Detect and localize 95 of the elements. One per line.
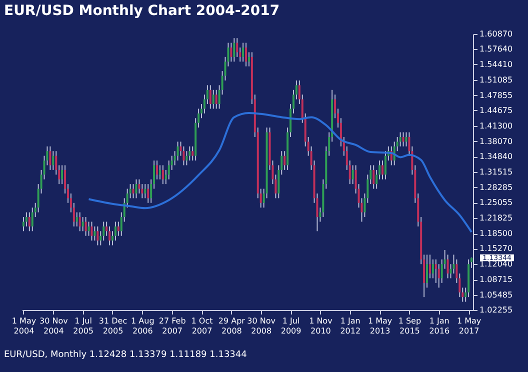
candlestick bbox=[138, 178, 140, 194]
candlestick bbox=[245, 42, 248, 67]
x-tick-label: 1 Nov 2010 bbox=[309, 316, 333, 336]
candlestick bbox=[452, 254, 455, 274]
candlestick bbox=[94, 226, 96, 242]
candlestick bbox=[156, 160, 158, 180]
x-tick-label: 1 Jul 2005 bbox=[73, 316, 94, 336]
candlestick bbox=[25, 212, 28, 227]
candlestick bbox=[82, 216, 84, 232]
y-tick-label: 1.15270 bbox=[480, 244, 513, 254]
candlestick bbox=[438, 264, 440, 288]
text: EUR/USD, Monthly 1.12428 1.13379 1.11189 1.13344 bbox=[4, 350, 248, 360]
x-tick-label: 27 Feb 2007 bbox=[158, 316, 186, 336]
y-tick-label: 1.28285 bbox=[480, 182, 513, 192]
y-tick-label: 1.57640 bbox=[480, 44, 513, 54]
candlestick bbox=[108, 226, 111, 246]
x-tick-label: 30 Nov 2008 bbox=[247, 316, 276, 336]
line-series bbox=[88, 112, 473, 234]
candlestick bbox=[446, 254, 449, 279]
candlestick bbox=[162, 164, 164, 185]
candlestick bbox=[78, 212, 81, 232]
y-tick-label: 1.34840 bbox=[480, 152, 513, 162]
candlestick bbox=[135, 178, 138, 199]
candlestick bbox=[102, 221, 105, 242]
candlestick bbox=[248, 52, 250, 67]
candlestick bbox=[236, 38, 238, 58]
candlestick bbox=[52, 150, 54, 170]
x-tick-label: 1 May 2013 bbox=[368, 316, 392, 336]
candlestick bbox=[432, 258, 434, 279]
candlestick bbox=[141, 184, 144, 199]
candlestick bbox=[188, 146, 191, 162]
y-tick-label: 1.54410 bbox=[480, 60, 513, 69]
x-tick-label: 1 Jul 2009 bbox=[280, 316, 302, 336]
candlestick bbox=[22, 216, 24, 232]
x-tick-label: 1 May 2004 bbox=[12, 316, 36, 336]
x-tick-label: 29 Apr 2008 bbox=[218, 316, 246, 336]
y-tick-label: 1.60870 bbox=[480, 30, 513, 38]
y-tick-label: 1.47855 bbox=[480, 90, 513, 100]
candlestick bbox=[399, 132, 402, 147]
candlestick bbox=[284, 150, 286, 170]
x-tick-label: 1 Oct 2007 bbox=[191, 316, 213, 336]
y-tick-label: 1.08715 bbox=[480, 275, 513, 284]
candlestick bbox=[182, 146, 185, 166]
candlestick bbox=[147, 184, 150, 204]
candlestick bbox=[49, 146, 52, 170]
candlestick bbox=[144, 184, 146, 199]
candlestick bbox=[209, 84, 212, 110]
y-tick-label: 1.31515 bbox=[480, 168, 513, 177]
candlestick bbox=[382, 160, 384, 180]
x-tick-label: 1 Jan 2016 bbox=[429, 316, 450, 336]
candlestick bbox=[434, 258, 437, 284]
x-tick-label: 31 Dec 2005 bbox=[98, 316, 128, 336]
candlestick bbox=[114, 221, 116, 242]
candlestick bbox=[176, 141, 179, 162]
candlestick bbox=[352, 164, 354, 185]
y-tick-label: 1.05485 bbox=[480, 290, 513, 300]
candlestick bbox=[90, 221, 93, 242]
candlestick bbox=[76, 212, 78, 227]
candlestick bbox=[96, 226, 99, 246]
candlestick bbox=[88, 221, 90, 236]
candlestick bbox=[428, 254, 431, 279]
candlestick bbox=[242, 42, 244, 62]
candlestick bbox=[132, 184, 134, 199]
y-tick-label: 1.02255 bbox=[480, 306, 513, 314]
candlestick bbox=[384, 150, 386, 180]
y-tick-label: 1.21825 bbox=[480, 213, 513, 222]
candlestick bbox=[61, 164, 64, 185]
x-tick-label: 1 Sep 2015 bbox=[398, 316, 422, 336]
candlestick bbox=[230, 42, 232, 62]
y-tick-label: 1.44675 bbox=[480, 106, 513, 115]
y-tick-label: 1.38070 bbox=[480, 136, 513, 146]
candlestick bbox=[402, 132, 404, 147]
y-tick-label: 1.51085 bbox=[480, 76, 513, 85]
x-tick-label: 1 Aug 2006 bbox=[131, 316, 154, 336]
candlestick bbox=[426, 254, 428, 288]
candlestick bbox=[372, 164, 375, 190]
y-tick-label: 1.41300 bbox=[480, 122, 513, 131]
x-tick-label: 1 May 2017 bbox=[456, 316, 482, 336]
candlestick bbox=[168, 160, 170, 180]
y-tick-label: 1.25055 bbox=[480, 198, 513, 208]
candlestick bbox=[212, 89, 214, 110]
candlestick bbox=[215, 89, 218, 110]
candlestick bbox=[405, 132, 408, 147]
x-tick-label: 1 Jan 2012 bbox=[340, 316, 361, 336]
candlestick bbox=[233, 38, 236, 62]
candlestick bbox=[84, 216, 87, 236]
chart-title: EUR/USD Monthly Chart 2004-2017 bbox=[4, 3, 280, 19]
candlestick bbox=[186, 150, 188, 166]
candlestick bbox=[28, 212, 30, 232]
candlestick bbox=[117, 221, 120, 236]
x-tick-label: 30 Nov 2004 bbox=[39, 316, 68, 336]
y-tick-label: 1.18500 bbox=[480, 229, 513, 238]
candlestick bbox=[31, 207, 34, 232]
candlestick bbox=[192, 146, 194, 162]
candlestick bbox=[158, 164, 161, 180]
